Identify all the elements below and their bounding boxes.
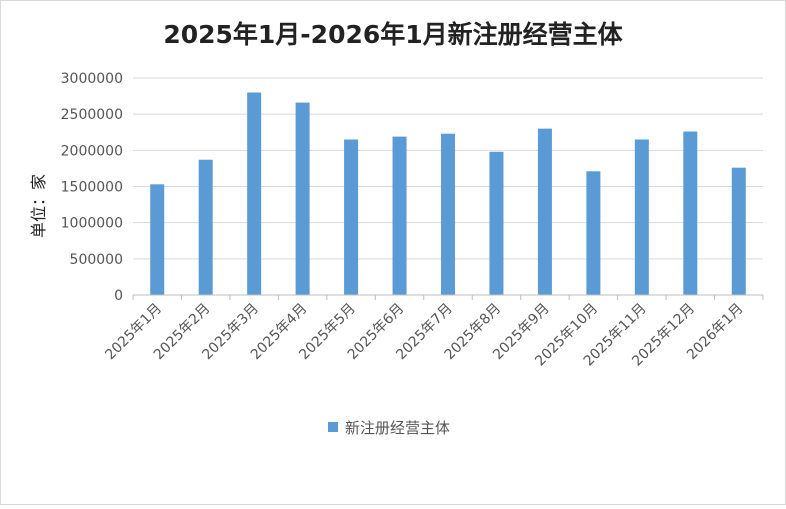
bar: [537, 128, 552, 295]
bar: [247, 92, 262, 295]
bar: [150, 184, 165, 295]
y-tick-label: 3000000: [61, 71, 123, 87]
x-axis: [132, 294, 764, 300]
y-tick-label: 2500000: [61, 107, 123, 123]
y-tick-label: 1000000: [61, 216, 123, 232]
y-axis-label: 单位：家: [29, 174, 48, 238]
legend: 新注册经营主体: [328, 419, 450, 437]
bar: [634, 139, 649, 295]
legend-swatch: [328, 422, 338, 432]
x-axis-ticks: 2025年1月2025年2月2025年3月2025年4月2025年5月2025年…: [102, 301, 746, 370]
legend-label: 新注册经营主体: [345, 419, 450, 437]
y-axis-ticks: 0 500000 1000000 1500000 2000000 2500000 30000…: [61, 71, 123, 304]
bar: [441, 133, 455, 295]
bar: [586, 171, 601, 295]
bar: [489, 151, 504, 295]
bar: [198, 159, 213, 295]
bar: [731, 167, 746, 295]
bar: [295, 102, 310, 296]
y-tick-label: 500000: [70, 252, 123, 268]
bar: [392, 136, 407, 295]
bars: [150, 92, 746, 296]
bar: [344, 139, 359, 295]
y-tick-label: 2000000: [61, 143, 123, 159]
chart-title: 2025年1月-2026年1月新注册经营主体: [163, 20, 623, 49]
bar: [683, 131, 698, 295]
y-tick-label: 1500000: [61, 180, 123, 196]
y-tick-label: 0: [114, 288, 123, 304]
